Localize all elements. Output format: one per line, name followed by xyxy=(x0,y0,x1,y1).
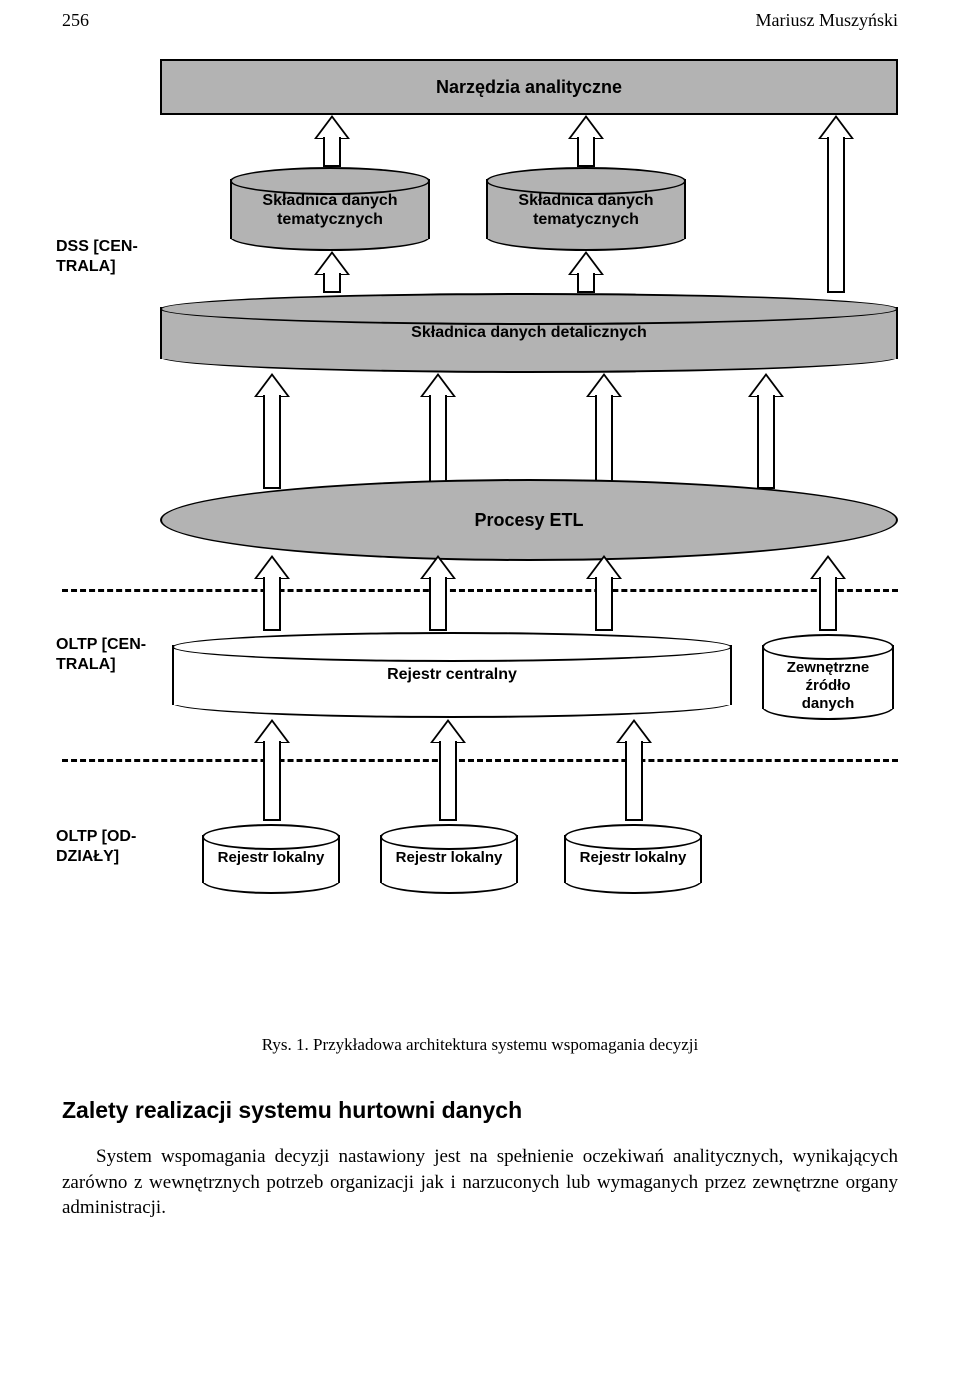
figure-caption: Rys. 1. Przykładowa architektura systemu… xyxy=(62,1035,898,1055)
arrow-icon xyxy=(568,115,604,167)
dashed-separator xyxy=(62,589,898,592)
local-registry-1: Rejestr lokalny xyxy=(202,835,340,883)
detail-data-store: Składnica danych detalicznych xyxy=(160,307,898,359)
topic-data-store-1: Składnica danych tematycznych xyxy=(230,179,430,239)
running-head: Mariusz Muszyński xyxy=(756,10,899,31)
analytical-tools-box: Narzędzia analityczne xyxy=(160,59,898,115)
topic-data-store-2: Składnica danych tematycznych xyxy=(486,179,686,239)
architecture-diagram: Narzędzia analityczne Składnica danych t… xyxy=(62,59,898,999)
oltp-branch-label: OLTP [OD- DZIAŁY] xyxy=(56,827,166,867)
body-paragraph: System wspomagania decyzji nastawiony je… xyxy=(62,1144,898,1221)
arrow-icon xyxy=(314,251,350,293)
arrow-icon xyxy=(314,115,350,167)
loc1-label: Rejestr lokalny xyxy=(204,849,338,867)
loc3-label: Rejestr lokalny xyxy=(566,849,700,867)
local-registry-3: Rejestr lokalny xyxy=(564,835,702,883)
section-heading: Zalety realizacji systemu hurtowni danyc… xyxy=(62,1097,898,1124)
arrow-icon xyxy=(748,373,784,489)
central-label: Rejestr centralny xyxy=(174,665,730,684)
arrow-icon xyxy=(586,373,622,489)
topic-label-1: Składnica danych tematycznych xyxy=(232,191,428,229)
arrow-icon xyxy=(810,555,846,631)
arrow-icon xyxy=(818,115,854,293)
arrow-icon xyxy=(616,719,652,821)
central-registry: Rejestr centralny xyxy=(172,645,732,705)
arrow-icon xyxy=(586,555,622,631)
detail-label: Składnica danych detalicznych xyxy=(162,323,896,342)
page-header: 256 Mariusz Muszyński xyxy=(62,0,898,59)
external-label: Zewnętrzne źródło danych xyxy=(764,659,892,713)
dashed-separator xyxy=(62,759,898,762)
arrow-icon xyxy=(430,719,466,821)
arrow-icon xyxy=(254,555,290,631)
etl-process-ellipse: Procesy ETL xyxy=(160,479,898,561)
arrow-icon xyxy=(254,719,290,821)
external-source: Zewnętrzne źródło danych xyxy=(762,645,894,709)
arrow-icon xyxy=(420,373,456,489)
arrow-icon xyxy=(420,555,456,631)
arrow-icon xyxy=(568,251,604,293)
arrow-icon xyxy=(254,373,290,489)
loc2-label: Rejestr lokalny xyxy=(382,849,516,867)
topic-label-2: Składnica danych tematycznych xyxy=(488,191,684,229)
oltp-central-label: OLTP [CEN- TRALA] xyxy=(56,635,166,675)
dss-label: DSS [CEN- TRALA] xyxy=(56,237,166,277)
page-number: 256 xyxy=(62,10,89,31)
local-registry-2: Rejestr lokalny xyxy=(380,835,518,883)
